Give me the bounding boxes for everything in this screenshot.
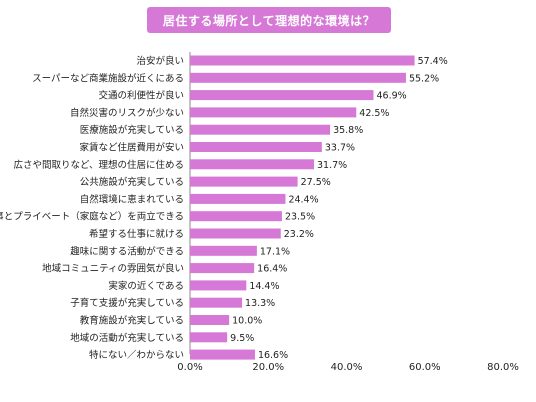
category-label: 仕事とプライベート（家庭など）を両立できる — [0, 211, 184, 223]
category-label: 家賃など住居費用が安い — [79, 142, 184, 154]
bar — [190, 211, 282, 222]
bar — [190, 55, 415, 66]
bar — [190, 90, 374, 101]
bar — [190, 159, 315, 170]
category-label: 特にない／わからない — [89, 349, 184, 361]
category-label: スーパーなど商業施設が近くにある — [32, 72, 184, 84]
category-label: 地域の活動が充実している — [70, 332, 184, 344]
category-label: 希望する仕事に就ける — [89, 228, 184, 240]
data-label: 10.0% — [232, 316, 262, 327]
bar — [190, 297, 243, 308]
data-label: 42.5% — [359, 108, 389, 119]
category-label: 広さや間取りなど、理想の住居に住める — [13, 159, 184, 171]
category-label: 医療施設が充実している — [80, 124, 184, 136]
category-label: 交通の利便性が良い — [98, 90, 184, 102]
data-label: 33.7% — [325, 143, 355, 154]
category-label: 治安が良い — [136, 55, 184, 67]
category-label: 実家の近くである — [108, 280, 184, 292]
data-label: 16.6% — [258, 350, 288, 361]
data-label: 13.3% — [245, 298, 275, 309]
data-label: 27.5% — [301, 177, 331, 188]
chart-title-banner: 居住する場所として理想的な環境は？ — [147, 7, 391, 33]
bar — [190, 349, 255, 360]
bar — [190, 176, 298, 187]
category-label: 子育て支援が充実している — [70, 297, 184, 309]
bar — [190, 332, 228, 343]
data-label: 23.2% — [284, 229, 314, 240]
bar — [190, 280, 247, 291]
x-tick-label: 40.0% — [331, 362, 363, 373]
category-label: 自然環境に恵まれている — [80, 193, 184, 205]
data-label: 24.4% — [288, 194, 318, 205]
x-tick-label: 60.0% — [409, 362, 441, 373]
bar — [190, 315, 230, 325]
bar — [190, 72, 406, 83]
data-label: 57.4% — [418, 56, 448, 67]
category-label: 地域コミュニティの雰囲気が良い — [42, 263, 184, 275]
bar — [190, 245, 257, 256]
data-label: 17.1% — [260, 246, 290, 257]
bar — [190, 228, 281, 239]
category-label: 公共施設が充実している — [80, 176, 184, 188]
x-tick-label: 0.0% — [177, 362, 202, 373]
data-label: 55.2% — [409, 73, 439, 84]
data-label: 31.7% — [317, 160, 347, 171]
category-label: 教育施設が充実している — [80, 315, 184, 327]
bar — [190, 263, 255, 274]
data-label: 14.4% — [249, 281, 279, 292]
chart-title: 居住する場所として理想的な環境は？ — [162, 13, 376, 28]
data-label: 35.8% — [333, 125, 363, 136]
category-label: 自然災害のリスクが少ない — [70, 107, 184, 119]
data-label: 9.5% — [230, 333, 254, 344]
data-label: 23.5% — [285, 212, 315, 223]
data-label: 16.4% — [257, 264, 287, 275]
x-tick-label: 80.0% — [487, 362, 519, 373]
data-label: 46.9% — [376, 91, 406, 102]
bar — [190, 124, 331, 135]
x-tick-label: 20.0% — [252, 362, 284, 373]
bar — [190, 107, 357, 118]
bar — [190, 193, 286, 204]
category-label: 趣味に関する活動ができる — [70, 245, 184, 257]
bar — [190, 142, 322, 152]
